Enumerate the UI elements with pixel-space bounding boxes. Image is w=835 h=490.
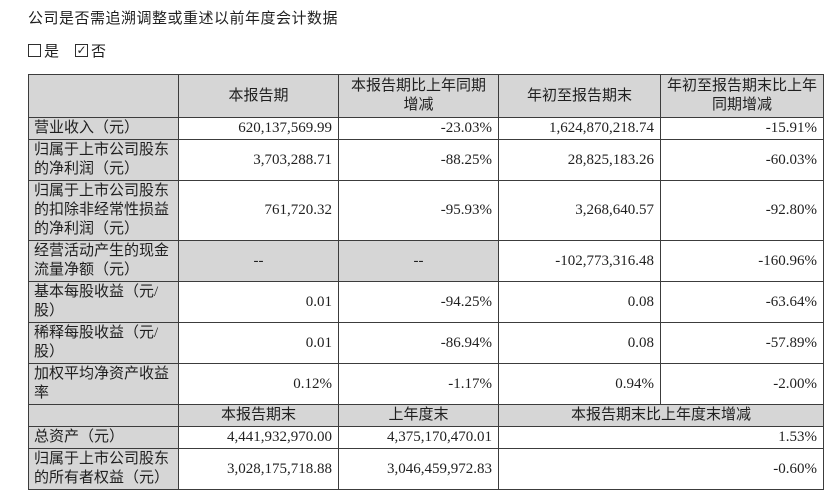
- cell-yoy-change: -86.94%: [338, 322, 499, 364]
- restatement-options: 是 ✓ 否: [28, 40, 835, 61]
- corner-cell: [28, 74, 179, 118]
- cell-current-period: 620,137,569.99: [178, 117, 339, 140]
- cell-ytd-yoy-change: -60.03%: [660, 139, 824, 181]
- cell-current-period: 0.01: [178, 281, 339, 323]
- cell-yoy-change: --: [338, 240, 499, 282]
- cell-current-period: --: [178, 240, 339, 282]
- cell-ytd-yoy-change: -57.89%: [660, 322, 824, 364]
- row-label: 营业收入（元）: [28, 117, 179, 140]
- option-no-label: 否: [91, 44, 107, 60]
- row-weighted-avg-roe: 加权平均净资产收益率 0.12% -1.17% 0.94% -2.00%: [28, 363, 824, 405]
- cell-yoy-change: -95.93%: [338, 180, 499, 241]
- key-accounting-data-table: 本报告期 本报告期比上年同期增减 年初至报告期末 年初至报告期末比上年同期增减 …: [28, 74, 824, 490]
- col-header-current-period: 本报告期: [178, 74, 339, 118]
- header-row-yearend: 本报告期末 上年度末 本报告期末比上年度末增减: [28, 404, 824, 427]
- row-label: 总资产（元）: [28, 426, 179, 449]
- header-row-period: 本报告期 本报告期比上年同期增减 年初至报告期末 年初至报告期末比上年同期增减: [28, 74, 824, 118]
- col-header-end-of-period: 本报告期末: [178, 404, 339, 427]
- cell-end-of-last-year: 4,375,170,470.01: [338, 426, 499, 449]
- row-label: 基本每股收益（元/股）: [28, 281, 179, 323]
- question-text: 公司是否需追溯调整或重述以前年度会计数据: [28, 11, 339, 27]
- row-operating-cash-flow: 经营活动产生的现金流量净额（元） -- -- -102,773,316.48 -…: [28, 240, 824, 282]
- col-header-ytd: 年初至报告期末: [498, 74, 661, 118]
- col-header-ytd-yoy-change: 年初至报告期末比上年同期增减: [660, 74, 824, 118]
- row-equity-attributable-to-shareholders: 归属于上市公司股东的所有者权益（元） 3,028,175,718.88 3,04…: [28, 448, 824, 490]
- row-net-profit-excl-nonrecurring: 归属于上市公司股东的扣除非经常性损益的净利润（元） 761,720.32 -95…: [28, 180, 824, 241]
- cell-yoy-change: -23.03%: [338, 117, 499, 140]
- cell-yoy-change: -88.25%: [338, 139, 499, 181]
- cell-current-period: 3,703,288.71: [178, 139, 339, 181]
- option-yes[interactable]: 是: [28, 40, 59, 61]
- cell-ytd: 0.94%: [498, 363, 661, 405]
- row-label: 归属于上市公司股东的扣除非经常性损益的净利润（元）: [28, 180, 179, 241]
- row-total-assets: 总资产（元） 4,441,932,970.00 4,375,170,470.01…: [28, 426, 824, 449]
- cell-end-of-period: 4,441,932,970.00: [178, 426, 339, 449]
- checkbox-checked-icon[interactable]: ✓: [75, 43, 89, 57]
- row-label: 加权平均净资产收益率: [28, 363, 179, 405]
- option-yes-label: 是: [44, 44, 60, 60]
- col-header-end-of-last-year: 上年度末: [338, 404, 499, 427]
- cell-current-period: 0.01: [178, 322, 339, 364]
- cell-ytd: 0.08: [498, 322, 661, 364]
- cell-ytd-yoy-change: -160.96%: [660, 240, 824, 282]
- cell-ytd: 3,268,640.57: [498, 180, 661, 241]
- cell-ytd-yoy-change: -2.00%: [660, 363, 824, 405]
- cell-change-vs-last-yearend: 1.53%: [498, 426, 824, 449]
- cell-ytd-yoy-change: -63.64%: [660, 281, 824, 323]
- col-header-change-vs-last-yearend: 本报告期末比上年度末增减: [498, 404, 824, 427]
- corner-cell: [28, 404, 179, 427]
- cell-ytd: 0.08: [498, 281, 661, 323]
- cell-current-period: 0.12%: [178, 363, 339, 405]
- row-label: 归属于上市公司股东的净利润（元）: [28, 139, 179, 181]
- cell-end-of-period: 3,028,175,718.88: [178, 448, 339, 490]
- row-net-profit: 归属于上市公司股东的净利润（元） 3,703,288.71 -88.25% 28…: [28, 139, 824, 181]
- option-no[interactable]: ✓ 否: [75, 40, 106, 61]
- row-basic-eps: 基本每股收益（元/股） 0.01 -94.25% 0.08 -63.64%: [28, 281, 824, 323]
- cell-ytd-yoy-change: -15.91%: [660, 117, 824, 140]
- cell-yoy-change: -1.17%: [338, 363, 499, 405]
- row-label: 稀释每股收益（元/股）: [28, 322, 179, 364]
- cell-ytd: -102,773,316.48: [498, 240, 661, 282]
- row-operating-revenue: 营业收入（元） 620,137,569.99 -23.03% 1,624,870…: [28, 117, 824, 140]
- row-label: 经营活动产生的现金流量净额（元）: [28, 240, 179, 282]
- cell-yoy-change: -94.25%: [338, 281, 499, 323]
- checkbox-unchecked-icon[interactable]: [28, 44, 41, 57]
- cell-ytd-yoy-change: -92.80%: [660, 180, 824, 241]
- row-label: 归属于上市公司股东的所有者权益（元）: [28, 448, 179, 490]
- cell-ytd: 28,825,183.26: [498, 139, 661, 181]
- col-header-yoy-change: 本报告期比上年同期增减: [338, 74, 499, 118]
- cell-current-period: 761,720.32: [178, 180, 339, 241]
- cell-end-of-last-year: 3,046,459,972.83: [338, 448, 499, 490]
- cell-ytd: 1,624,870,218.74: [498, 117, 661, 140]
- row-diluted-eps: 稀释每股收益（元/股） 0.01 -86.94% 0.08 -57.89%: [28, 322, 824, 364]
- cell-change-vs-last-yearend: -0.60%: [498, 448, 824, 490]
